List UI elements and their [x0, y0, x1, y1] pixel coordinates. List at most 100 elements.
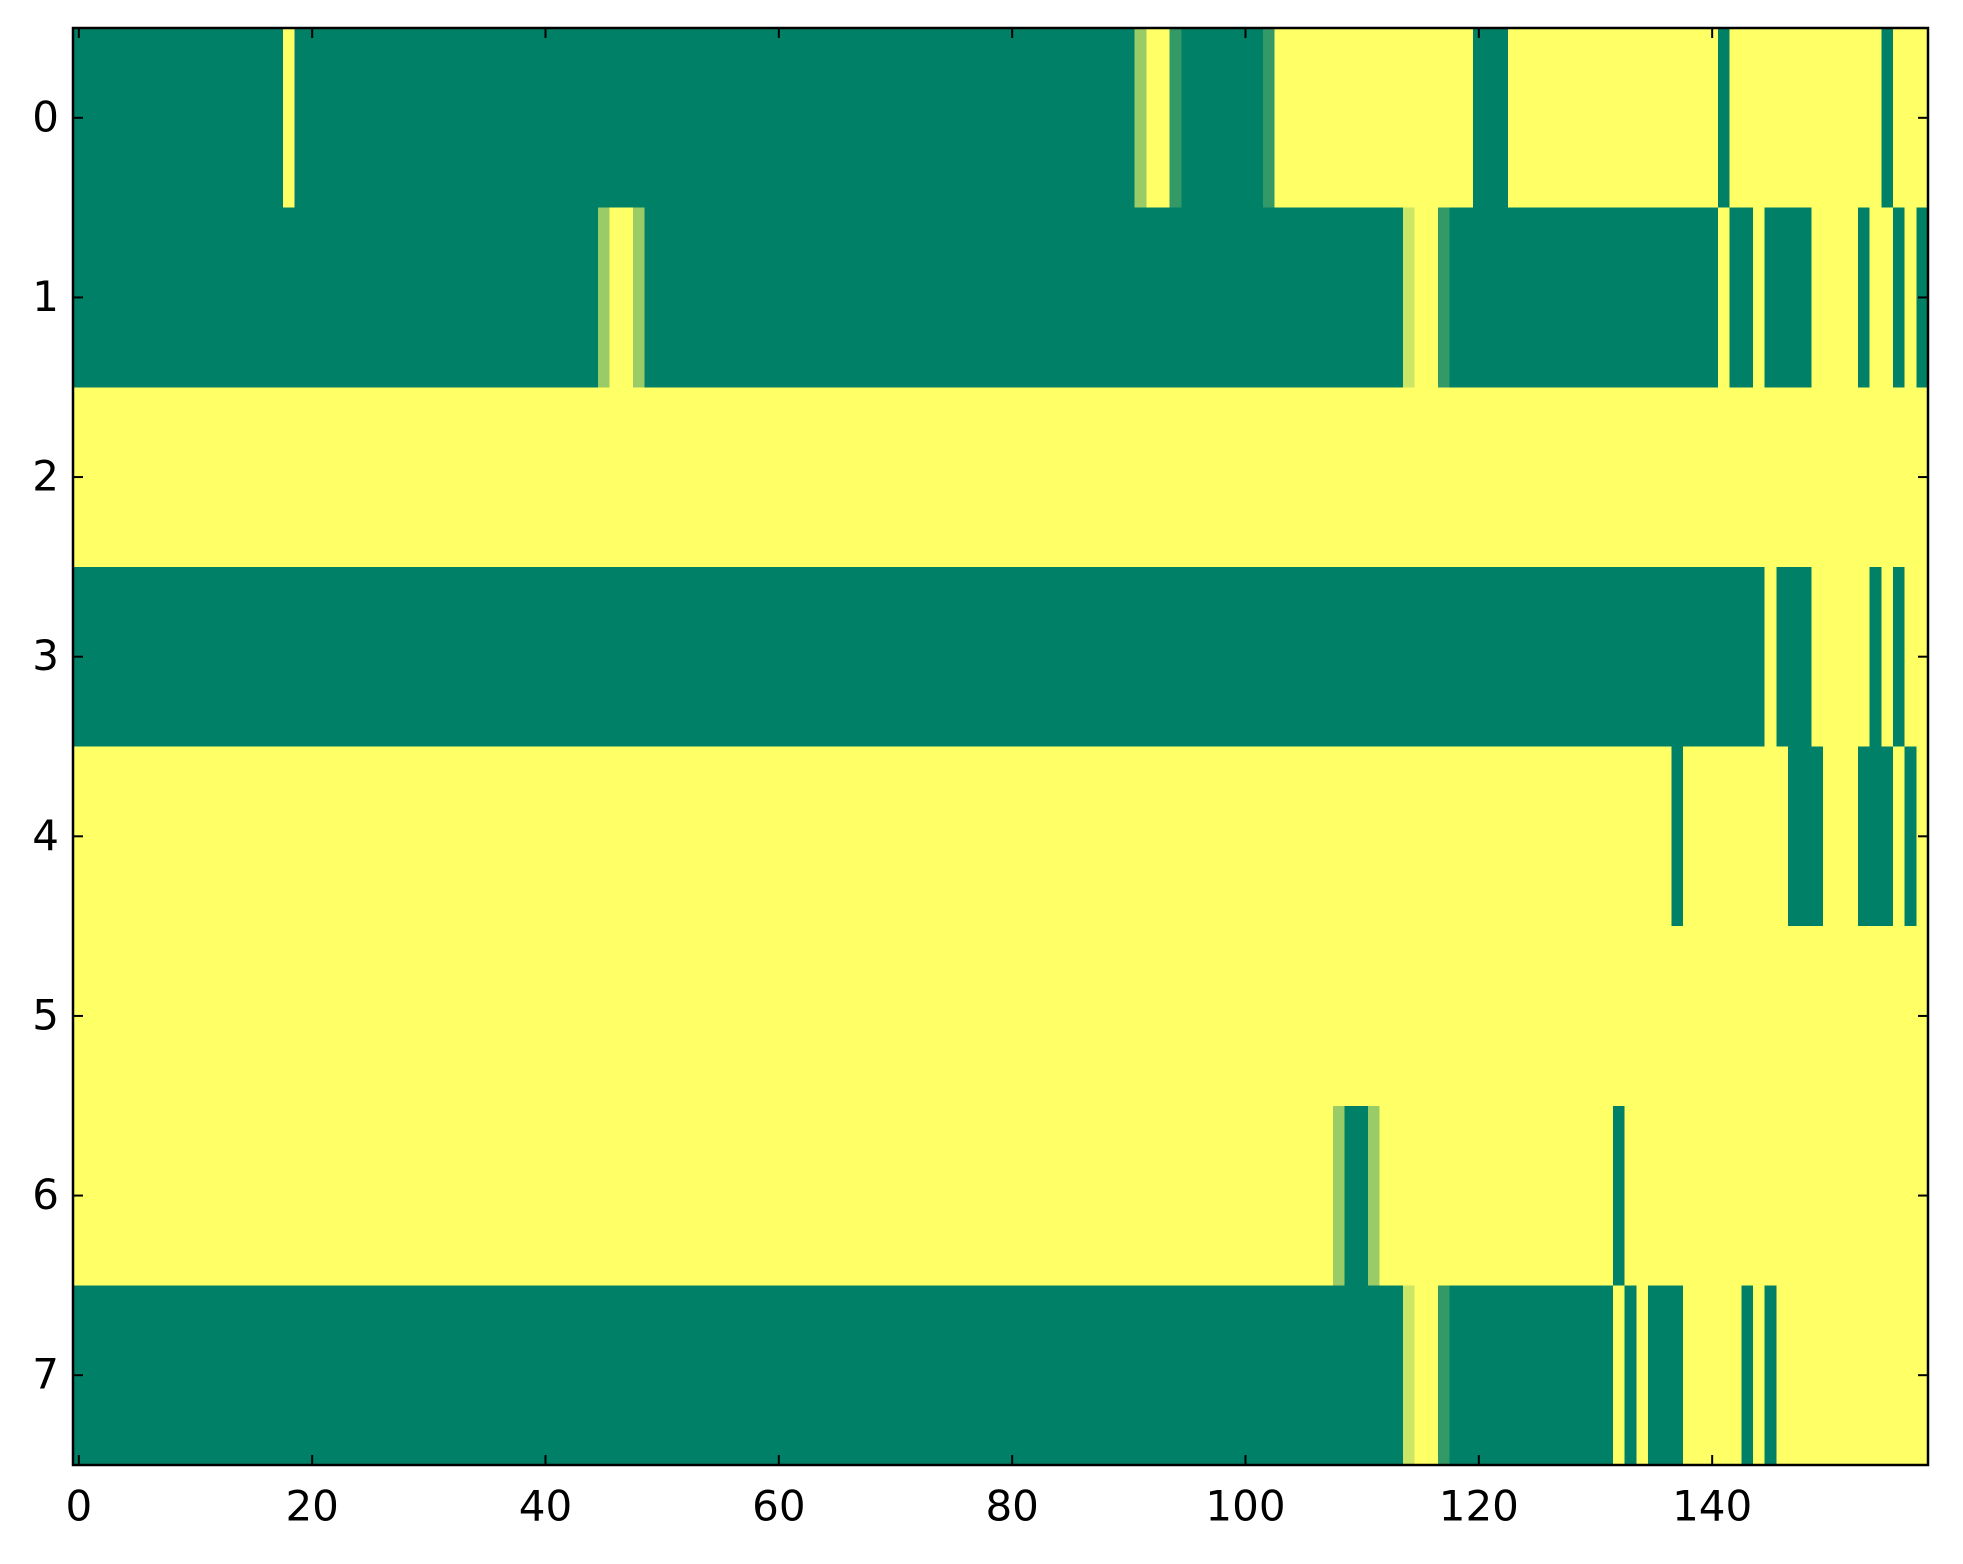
cell [1484, 207, 1497, 388]
cell [644, 1285, 657, 1466]
cell [1636, 926, 1649, 1107]
cell [1193, 746, 1205, 927]
cell [563, 387, 575, 568]
cell [1356, 746, 1369, 927]
cell [1298, 387, 1310, 568]
cell [1216, 926, 1229, 1107]
cell [1764, 926, 1777, 1107]
cell [481, 1285, 494, 1466]
cell [959, 207, 972, 388]
cell [609, 926, 622, 1107]
cell [1274, 1105, 1287, 1286]
cell [1753, 566, 1765, 747]
cell [796, 207, 809, 388]
cell [1099, 28, 1112, 208]
cell [1274, 387, 1287, 568]
cell [831, 387, 844, 568]
cell [376, 1105, 389, 1286]
cell [201, 387, 214, 568]
cell [1846, 566, 1859, 747]
cell [1881, 1285, 1894, 1466]
cell [1111, 746, 1124, 927]
cell [691, 387, 704, 568]
cell [154, 746, 167, 927]
cell [1578, 387, 1590, 568]
cell [1718, 926, 1730, 1107]
cell [843, 207, 855, 388]
cell [1473, 746, 1485, 927]
cell [1228, 387, 1240, 568]
cell [1683, 1285, 1695, 1466]
cell [1099, 387, 1112, 568]
cell [376, 746, 389, 927]
cell [1146, 926, 1159, 1107]
cell [84, 1105, 97, 1286]
cell [878, 1105, 890, 1286]
cell [1613, 566, 1625, 747]
cell [1694, 566, 1707, 747]
cell [434, 28, 447, 208]
cell [1753, 387, 1765, 568]
cell [1461, 566, 1474, 747]
cell [936, 28, 949, 208]
cell [1286, 926, 1299, 1107]
cell [1834, 1285, 1847, 1466]
cell [259, 926, 272, 1107]
cell [563, 746, 575, 927]
cell [994, 566, 1007, 747]
cell [504, 1285, 517, 1466]
cell [1029, 28, 1042, 208]
cell [1869, 207, 1882, 388]
cell [1111, 926, 1124, 1107]
cell [1846, 207, 1859, 388]
cell [1473, 207, 1485, 388]
y-tick-label: 6 [32, 1170, 59, 1219]
cell [504, 1105, 517, 1286]
cell [889, 1105, 902, 1286]
cell [1018, 387, 1030, 568]
cell [1706, 566, 1719, 747]
cell [1158, 207, 1170, 388]
cell [598, 566, 610, 747]
cell [1823, 1105, 1835, 1286]
cell [1543, 1285, 1555, 1466]
cell [1181, 566, 1194, 747]
cell [1508, 387, 1520, 568]
cell [889, 28, 902, 208]
cell [189, 926, 202, 1107]
cell [294, 1105, 307, 1286]
cell [1846, 926, 1859, 1107]
cell [329, 926, 342, 1107]
cell [703, 207, 715, 388]
cell [458, 746, 470, 927]
cell [1064, 28, 1077, 208]
cell [1589, 1285, 1602, 1466]
cell [1484, 28, 1497, 208]
cell [843, 28, 855, 208]
cell [1869, 387, 1882, 568]
cell [248, 387, 260, 568]
cell [259, 387, 272, 568]
cell [924, 1105, 937, 1286]
cell [236, 207, 249, 388]
cell [1053, 1285, 1065, 1466]
cell [959, 746, 972, 927]
cell [504, 207, 517, 388]
cell [1729, 387, 1742, 568]
cell [971, 207, 984, 388]
cell [936, 387, 949, 568]
cell [493, 926, 505, 1107]
cell [703, 387, 715, 568]
cell [703, 926, 715, 1107]
cell [131, 926, 144, 1107]
cell [1846, 28, 1859, 208]
cell [1041, 1105, 1054, 1286]
cell [411, 566, 424, 747]
cell [574, 746, 587, 927]
cell [656, 207, 669, 388]
cell [306, 207, 319, 388]
cell [1636, 387, 1649, 568]
cell [994, 28, 1007, 208]
cell [1484, 926, 1497, 1107]
cell [224, 746, 237, 927]
